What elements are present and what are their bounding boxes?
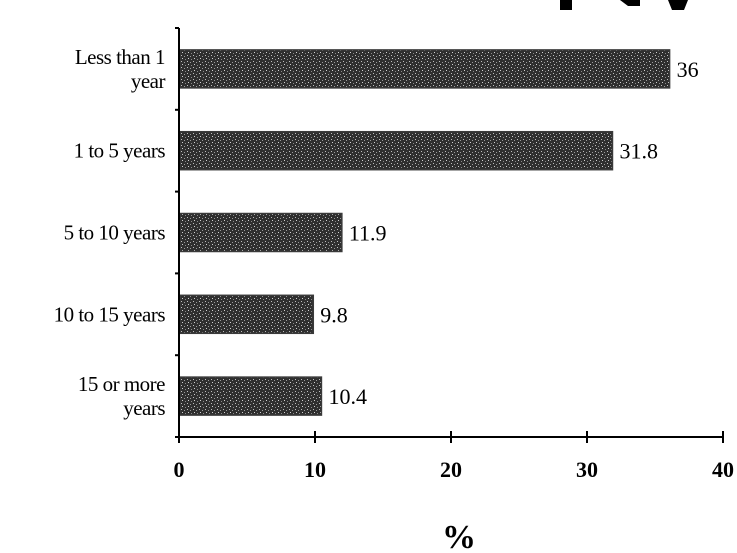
cropped-header-fragment	[560, 0, 688, 10]
data-label: 36	[677, 57, 699, 82]
data-label: 9.8	[320, 302, 348, 327]
data-label: 11.9	[349, 221, 387, 246]
x-axis	[178, 431, 724, 443]
x-tick-label: 40	[712, 457, 734, 482]
category-label: 10 to 15 years	[54, 302, 166, 326]
bar-2	[179, 212, 343, 253]
x-axis-title: %	[442, 519, 476, 553]
bar-fill	[180, 295, 314, 334]
bar-fill	[180, 131, 613, 170]
data-label: 31.8	[619, 139, 658, 164]
x-tick-label: 20	[440, 457, 462, 482]
category-label: years	[123, 396, 165, 420]
bar-fill	[180, 377, 322, 416]
data-label: 10.4	[328, 384, 367, 409]
bar-0	[179, 49, 671, 89]
x-tick-label: 0	[174, 457, 185, 482]
x-tick-label: 30	[576, 457, 598, 482]
category-label: 15 or more	[78, 372, 165, 396]
category-label: 5 to 10 years	[64, 221, 166, 245]
y-axis	[175, 27, 180, 438]
bar-4	[179, 376, 323, 416]
category-label: Less than 1	[75, 45, 165, 69]
bar-fill	[180, 49, 670, 88]
category-label: year	[131, 69, 166, 93]
data-labels-group: 36 31.8 11.9 9.8 10.4	[320, 57, 698, 409]
bar-1	[179, 130, 614, 171]
category-label: 1 to 5 years	[74, 139, 166, 163]
bar-fill	[180, 213, 342, 252]
x-tick-label: 10	[304, 457, 326, 482]
bar-3	[179, 294, 315, 335]
x-tick-labels-group: 0 10 20 30 40	[174, 457, 735, 482]
bars-group	[179, 49, 671, 416]
